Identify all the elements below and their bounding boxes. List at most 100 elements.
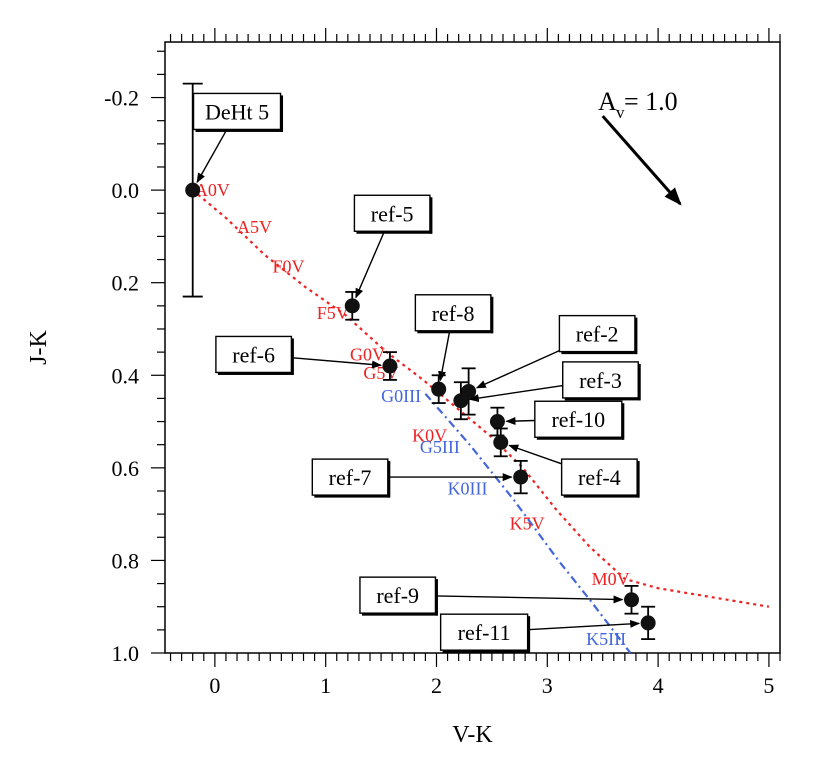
dwarf-type-label: A0V: [195, 180, 230, 200]
x-tick-label: 3: [542, 673, 553, 698]
giant-type-label: G0III: [381, 386, 421, 406]
dwarf-type-label: F0V: [272, 256, 304, 276]
y-tick-label: 0.6: [112, 456, 140, 481]
label-box-text: ref-8: [432, 301, 475, 326]
dwarf-type-label: G0V: [350, 344, 385, 364]
label-box-ref-2: ref-2: [475, 314, 638, 389]
y-tick-label: -0.2: [104, 86, 139, 111]
sequence-lines-group: [191, 189, 770, 654]
leader-arrow: [505, 417, 535, 426]
dwarf-type-label: F5V: [317, 303, 349, 323]
label-box-text: ref-5: [371, 201, 414, 226]
label-box-text: ref-11: [458, 620, 511, 645]
label-box-shadow: [634, 317, 638, 355]
y-tick-label: 0.8: [112, 548, 140, 573]
leader-arrow: [355, 230, 386, 299]
label-box-shadow: [536, 437, 624, 440]
label-box-shadow: [638, 363, 641, 401]
dwarf-type-label: K0V: [412, 425, 447, 445]
x-tick-label: 2: [431, 673, 442, 698]
x-tick-label: 0: [209, 673, 220, 698]
label-box-frame: [439, 613, 529, 651]
data-point: [382, 358, 398, 374]
label-box-ref-4: ref-4: [508, 444, 640, 498]
x-tick-label: 1: [320, 673, 331, 698]
leader-arrow: [527, 619, 641, 631]
label-box-shadow: [356, 231, 432, 234]
label-boxes-group: DeHt 5 ref-5 ref-6 ref-8 ref-2 ref-3 ref-10 ref…: [192, 92, 641, 653]
label-box-ref-8: ref-8: [414, 294, 494, 382]
label-box-ref-9: ref-9: [359, 576, 624, 616]
data-point: [513, 469, 529, 485]
label-box-shadow: [387, 461, 391, 498]
data-point: [624, 592, 640, 608]
data-point: [489, 414, 505, 430]
label-box-shadow: [561, 351, 637, 355]
leader-arrow: [475, 349, 560, 389]
label-box-frame: [359, 576, 437, 614]
dwarf-type-label: K5V: [510, 513, 545, 533]
dwarf-type-label: A5V: [237, 217, 272, 237]
label-box-shadow: [490, 296, 494, 334]
label-box-text: ref-10: [551, 407, 605, 432]
data-point: [640, 615, 656, 631]
data-point: [185, 182, 201, 198]
label-box-shadow: [435, 579, 438, 616]
label-box-text: DeHt 5: [205, 99, 269, 124]
y-tick-label: 0.4: [112, 363, 140, 388]
giant-type-label: K5III: [586, 629, 626, 649]
label-box-frame: [414, 294, 492, 332]
label-box-shadow: [637, 461, 640, 498]
av-annotation-subscript: v: [616, 103, 625, 122]
label-box-shadow: [527, 616, 531, 653]
leader-arrow: [196, 129, 228, 184]
y-tick-label: 0.2: [112, 271, 140, 296]
plot-frame-group: [164, 41, 781, 654]
label-box-text: ref-2: [576, 322, 619, 347]
data-points-group: [182, 82, 656, 641]
label-box-text: ref-9: [376, 583, 419, 608]
label-box-shadow: [217, 372, 294, 375]
label-box-frame: [562, 361, 639, 399]
leader-arrow: [435, 595, 624, 604]
label-box-text: ref-4: [578, 465, 621, 490]
reddening-vector-arrow: [601, 115, 682, 206]
data-point: [453, 393, 469, 409]
label-box-shadow: [442, 650, 530, 653]
leader-arrow: [438, 330, 451, 382]
label-box-ref-3: ref-3: [468, 361, 641, 403]
label-box-ref-7: ref-7: [311, 458, 513, 498]
leader-arrow: [291, 356, 382, 369]
label-box-shadow: [621, 403, 625, 440]
label-box-ref-6: ref-6: [215, 335, 382, 375]
label-box-ref-11: ref-11: [439, 613, 641, 653]
label-box-shadow: [361, 613, 438, 616]
label-box-shadow: [429, 197, 433, 234]
label-box-ref-5: ref-5: [353, 194, 433, 299]
leader-arrow: [468, 384, 563, 403]
label-box-shadow: [195, 129, 283, 132]
label-box-shadow: [280, 95, 284, 132]
data-point: [493, 434, 509, 450]
x-axis-title: V-K: [452, 722, 493, 748]
label-box-shadow: [417, 330, 493, 334]
data-point: [344, 298, 360, 314]
label-box-text: ref-7: [329, 465, 372, 490]
label-box-text: ref-3: [579, 368, 622, 393]
giant-type-label: K0III: [448, 479, 488, 499]
label-box-text: ref-6: [232, 342, 275, 367]
label-box-ref-10: ref-10: [505, 400, 625, 440]
label-box-shadow: [314, 495, 390, 498]
data-point: [431, 381, 447, 397]
label-box-deht-5: DeHt 5: [192, 92, 284, 184]
dwarf-type-label: M0V: [592, 569, 630, 589]
y-tick-label: 0.0: [112, 178, 140, 203]
y-tick-label: 1.0: [112, 641, 140, 666]
giant-type-label: G5III: [420, 437, 460, 457]
av-annotation-text: A: [598, 87, 617, 116]
label-box-shadow: [564, 397, 641, 401]
giant-branch-line: [424, 393, 632, 654]
x-tick-label: 5: [763, 673, 774, 698]
